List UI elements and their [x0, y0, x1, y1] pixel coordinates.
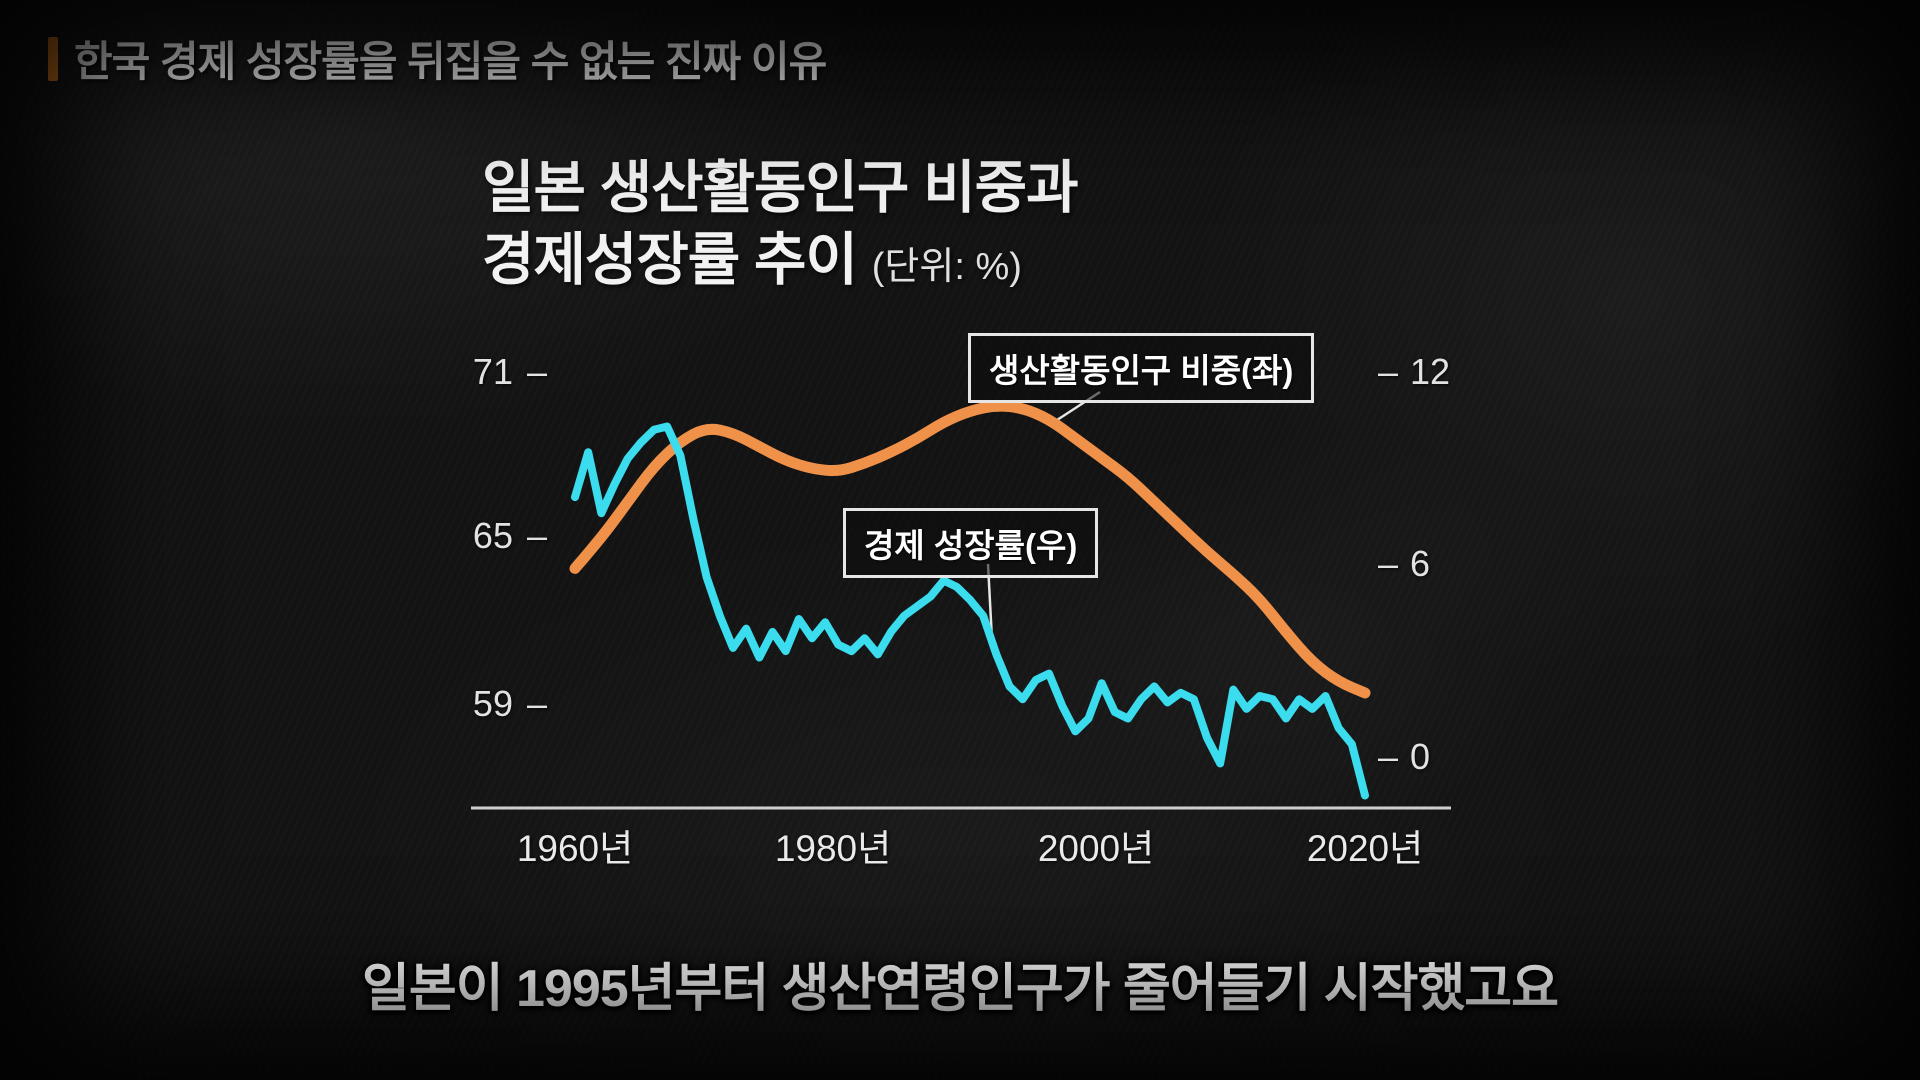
x-axis-label-1960: 1960년 — [516, 828, 634, 869]
chart-title-line1: 일본 생산활동인구 비중과 — [482, 156, 1079, 220]
subtitle-caption: 일본이 1995년부터 생산연령인구가 줄어들기 시작했고요 — [362, 960, 1559, 1018]
x-axis-label-2020: 2020년 — [1306, 828, 1424, 869]
x-axis-label-1980: 1980년 — [774, 828, 892, 869]
plot — [471, 390, 1451, 810]
chart-unit-label: (단위: %) — [871, 246, 1022, 289]
right-axis-tick-6: 6 — [1378, 543, 1430, 585]
chart-title: 일본 생산활동인구 비중과 경제성장률 추이 (단위: %) — [482, 152, 1079, 297]
left-axis-tick-71: 71 — [455, 351, 547, 393]
series-line-population — [569, 400, 1371, 699]
chart-title-line2: 경제성장률 추이 (단위: %) — [482, 224, 1078, 296]
left-axis-tick-65: 65 — [455, 515, 547, 557]
right-axis-tick-0: 0 — [1378, 736, 1430, 778]
legend-growth-box: 경제 성장률(우) — [843, 508, 1099, 578]
left-axis-tick-59: 59 — [455, 683, 547, 725]
series-line-growth — [571, 422, 1370, 800]
x-axis-label-2000: 2000년 — [1037, 828, 1155, 869]
legend-population-box: 생산활동인구 비중(좌) — [968, 333, 1315, 403]
right-axis-tick-12: 12 — [1378, 351, 1450, 393]
header: 한국 경제 성장률을 뒤집을 수 없는 진짜 이유 — [48, 28, 827, 89]
chart-title-line2-text: 경제성장률 추이 — [482, 228, 858, 293]
header-title: 한국 경제 성장률을 뒤집을 수 없는 진짜 이유 — [74, 38, 827, 85]
header-accent-bar — [48, 36, 58, 81]
